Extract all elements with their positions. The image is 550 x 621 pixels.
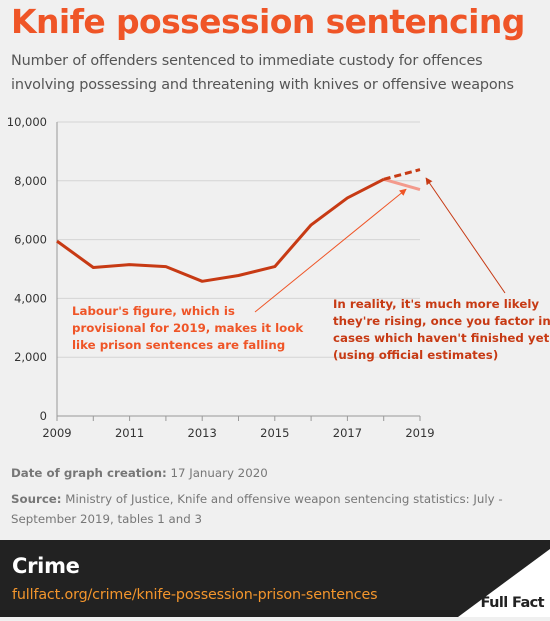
- x-tick-label: 2011: [115, 426, 144, 440]
- creation-date: Date of graph creation: 17 January 2020: [11, 466, 268, 480]
- y-tick-label: 4,000: [14, 291, 47, 305]
- y-tick-label: 0: [40, 409, 47, 423]
- line-chart: 0 2,000 4,000 6,000 8,000 10,000 2009 2011 2013 2…: [7, 115, 550, 440]
- annotation-labour-line: like prison sentences are falling: [72, 338, 285, 352]
- full-fact-logo[interactable]: Full Fact: [458, 549, 550, 617]
- chart-annotations: Labour's figure, which is provisional for…: [72, 177, 550, 362]
- creation-date-value: 17 January 2020: [170, 466, 268, 480]
- annotation-labour-line: Labour's figure, which is: [72, 304, 235, 318]
- logo-text: Full Fact: [480, 595, 545, 611]
- x-tick-label: 2017: [333, 426, 362, 440]
- source-value: Ministry of Justice, Knife and offensive…: [11, 492, 503, 526]
- annotation-arrow-reality: [425, 177, 506, 294]
- annotation-reality-line: (using official estimates): [333, 348, 498, 362]
- page-title: Knife possession sentencing: [11, 2, 525, 41]
- custody-line-actual: [56, 177, 385, 283]
- custody-line-estimate-dashed: [383, 168, 421, 181]
- x-tick-label: 2019: [405, 426, 434, 440]
- y-tick-label: 8,000: [14, 174, 47, 188]
- chart-grid: [57, 121, 420, 358]
- chart-axes: 0 2,000 4,000 6,000 8,000 10,000 2009 2011 2013 2…: [7, 115, 435, 440]
- chart-subtitle: Number of offenders sentenced to immedia…: [11, 53, 514, 93]
- annotation-reality-line: cases which haven't finished yet: [333, 331, 550, 345]
- x-tick-label: 2013: [188, 426, 217, 440]
- source-note: Source: Ministry of Justice, Knife and o…: [11, 489, 521, 529]
- footer-bar: Crime fullfact.org/crime/knife-possessio…: [0, 540, 550, 617]
- x-tick-label: 2009: [42, 426, 71, 440]
- y-tick-label: 6,000: [14, 233, 47, 247]
- annotation-reality-line: In reality, it's much more likely: [333, 297, 539, 311]
- y-tick-label: 10,000: [7, 115, 47, 129]
- x-tick-label: 2015: [260, 426, 289, 440]
- topic-link[interactable]: Crime: [12, 554, 80, 578]
- custody-line-provisional: [383, 177, 421, 192]
- logo-shape: [458, 549, 550, 617]
- creation-date-label: Date of graph creation:: [11, 466, 167, 480]
- annotation-reality-line: they're rising, once you factor in: [333, 314, 550, 328]
- y-tick-label: 2,000: [14, 350, 47, 364]
- article-url-link[interactable]: fullfact.org/crime/knife-possession-pris…: [12, 587, 378, 603]
- annotation-labour-line: provisional for 2019, makes it look: [72, 321, 304, 335]
- source-label: Source:: [11, 492, 62, 506]
- annotation-arrow-labour: [254, 188, 407, 313]
- chart-series-layer: [56, 168, 421, 283]
